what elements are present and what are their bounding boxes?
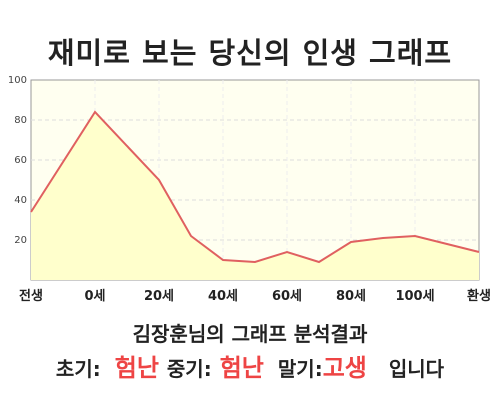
y-axis-ticks: 20 40 60 80 100	[8, 75, 27, 246]
y-tick-label: 40	[14, 195, 27, 206]
analysis-summary: 김장훈님의 그래프 분석결과	[132, 322, 368, 346]
x-tick-label: 80세	[336, 289, 366, 304]
y-tick-label: 60	[14, 155, 27, 166]
y-tick-label: 20	[14, 235, 27, 246]
late-value: 고생	[322, 354, 367, 382]
x-tick-label: 40세	[208, 289, 238, 304]
x-axis-ticks: 전생 0세 20세 40세 60세 80세 100세 환생	[19, 288, 491, 304]
result-suffix: 입니다	[388, 357, 445, 381]
x-tick-label: 전생	[19, 288, 43, 304]
life-line	[30, 110, 480, 264]
y-tick-label: 100	[8, 75, 27, 86]
early-label: 초기:	[55, 357, 101, 381]
x-tick-label: 60세	[272, 289, 302, 304]
mid-value: 험난	[219, 354, 264, 382]
mid-label: 중기:	[166, 357, 212, 381]
chart-title: 재미로 보는 당신의 인생 그래프	[47, 36, 453, 70]
late-label: 말기:	[277, 357, 323, 381]
x-tick-label: 환생	[467, 288, 491, 304]
x-tick-label: 100세	[395, 289, 434, 304]
result-line: 초기: 험난 중기: 험난 말기:고생 입니다	[0, 348, 500, 383]
y-tick-label: 80	[14, 115, 27, 126]
early-value: 험난	[114, 354, 159, 382]
life-area	[31, 112, 479, 280]
x-tick-label: 20세	[144, 289, 174, 304]
x-tick-label: 0세	[84, 289, 105, 304]
